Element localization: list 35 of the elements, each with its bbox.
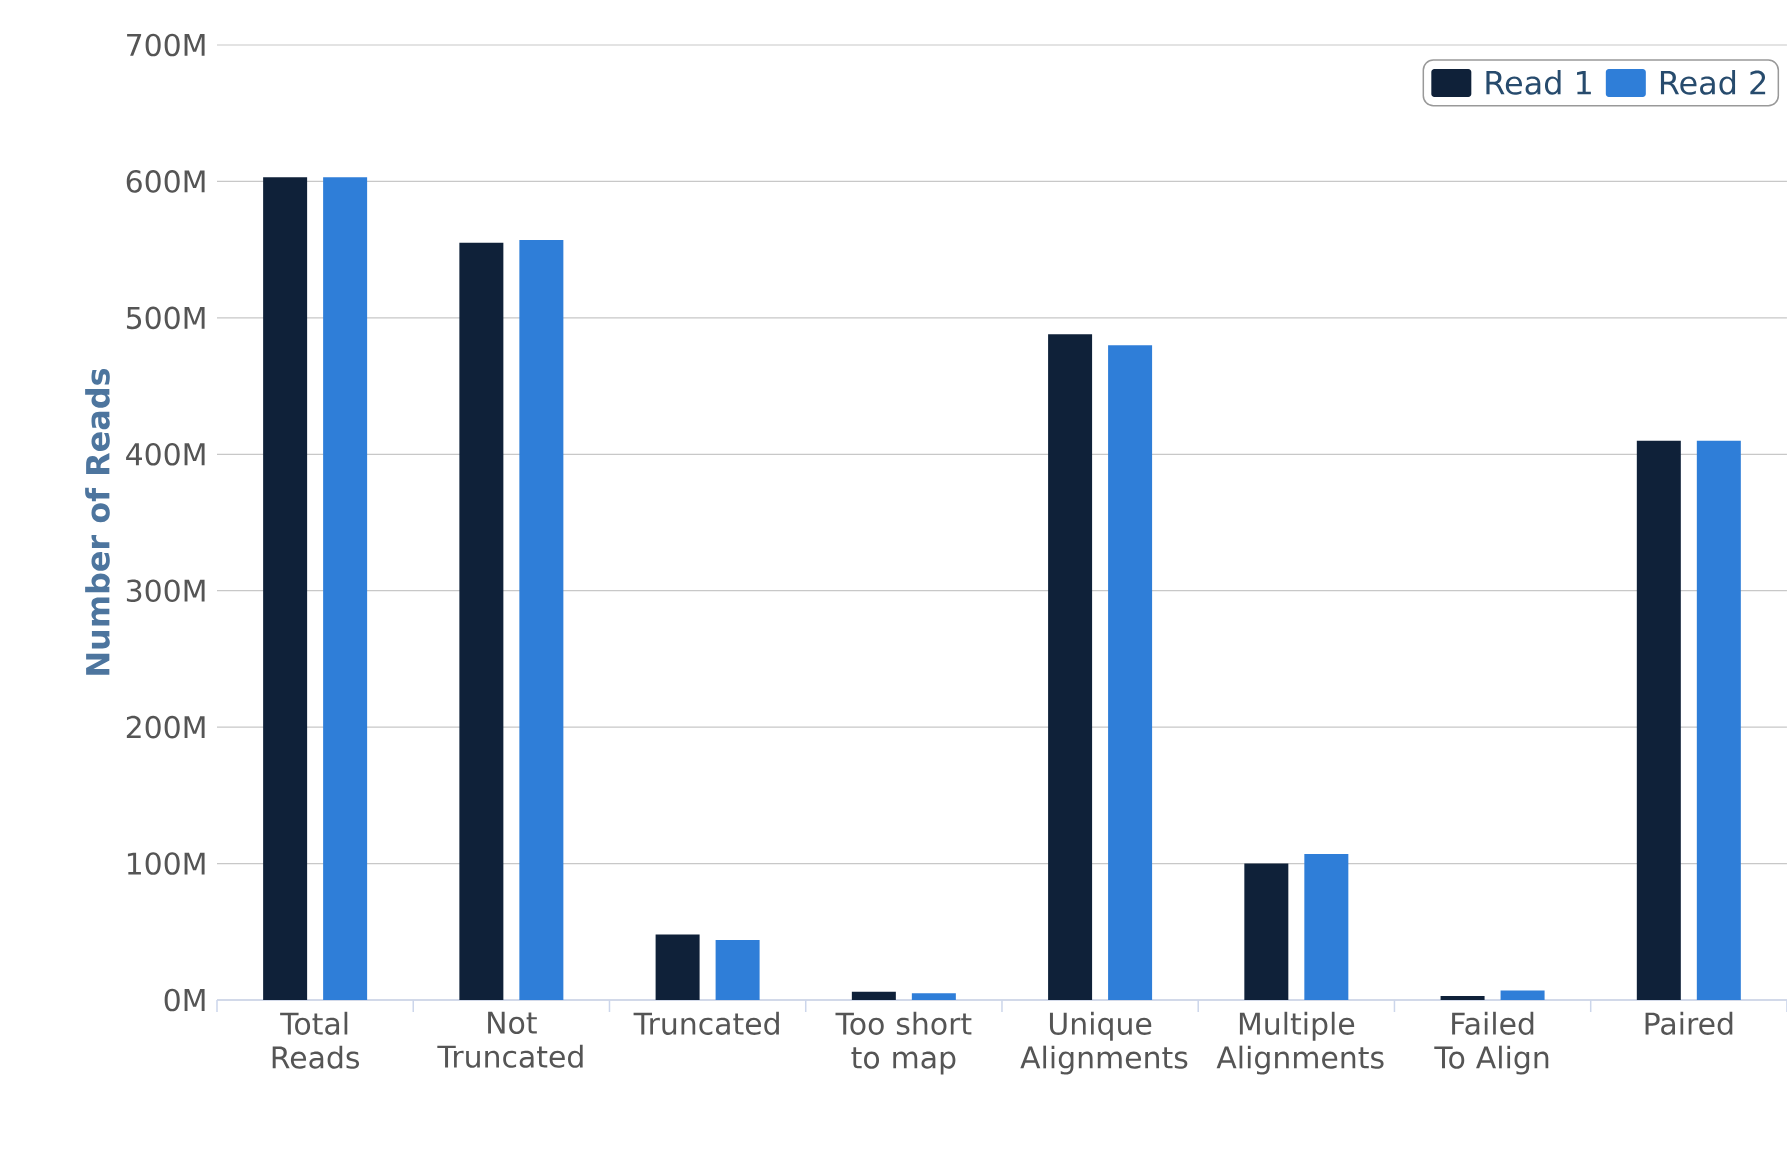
x-tick-label: Multiple Alignments — [1216, 1011, 1384, 1075]
y-tick-label: 700M — [127, 33, 205, 57]
bar — [1108, 345, 1153, 1000]
x-tick-label: Failed To Align — [1434, 1011, 1549, 1075]
bar — [1500, 990, 1545, 1000]
bar — [459, 242, 504, 1000]
x-tick-label: Too short to map — [835, 1011, 972, 1075]
legend-label: Read 1 — [1486, 70, 1591, 95]
bar — [1244, 863, 1289, 1000]
bar — [263, 177, 308, 1000]
y-tick-label: 0M — [164, 988, 205, 1012]
x-tick-label: Total Reads — [272, 1011, 360, 1069]
bar — [1636, 440, 1681, 1000]
bar — [519, 240, 564, 1000]
bar — [323, 177, 368, 1000]
bar — [655, 934, 700, 1000]
y-axis-title: Number of Reads — [85, 368, 110, 675]
y-tick-label: 500M — [126, 306, 205, 330]
x-tick-label: Paired — [1645, 1011, 1733, 1035]
y-tick-label: 100M — [127, 852, 205, 875]
bar — [851, 991, 896, 1000]
y-tick-label: 200M — [126, 715, 205, 739]
bar — [1440, 995, 1485, 1000]
bar — [911, 993, 956, 1000]
legend-label: Read 2 — [1660, 70, 1766, 95]
y-tick-label: 300M — [126, 579, 205, 603]
bar — [715, 939, 760, 1000]
x-tick-label: Not Truncated — [437, 1011, 583, 1068]
y-tick-label: 600M — [126, 170, 205, 193]
bar — [1048, 334, 1093, 1000]
bar — [1696, 440, 1741, 1000]
x-tick-label: Unique Alignments — [1020, 1011, 1188, 1075]
bar — [1304, 854, 1349, 1000]
y-tick-label: 400M — [126, 442, 205, 466]
x-tick-label: Truncated — [633, 1011, 779, 1035]
